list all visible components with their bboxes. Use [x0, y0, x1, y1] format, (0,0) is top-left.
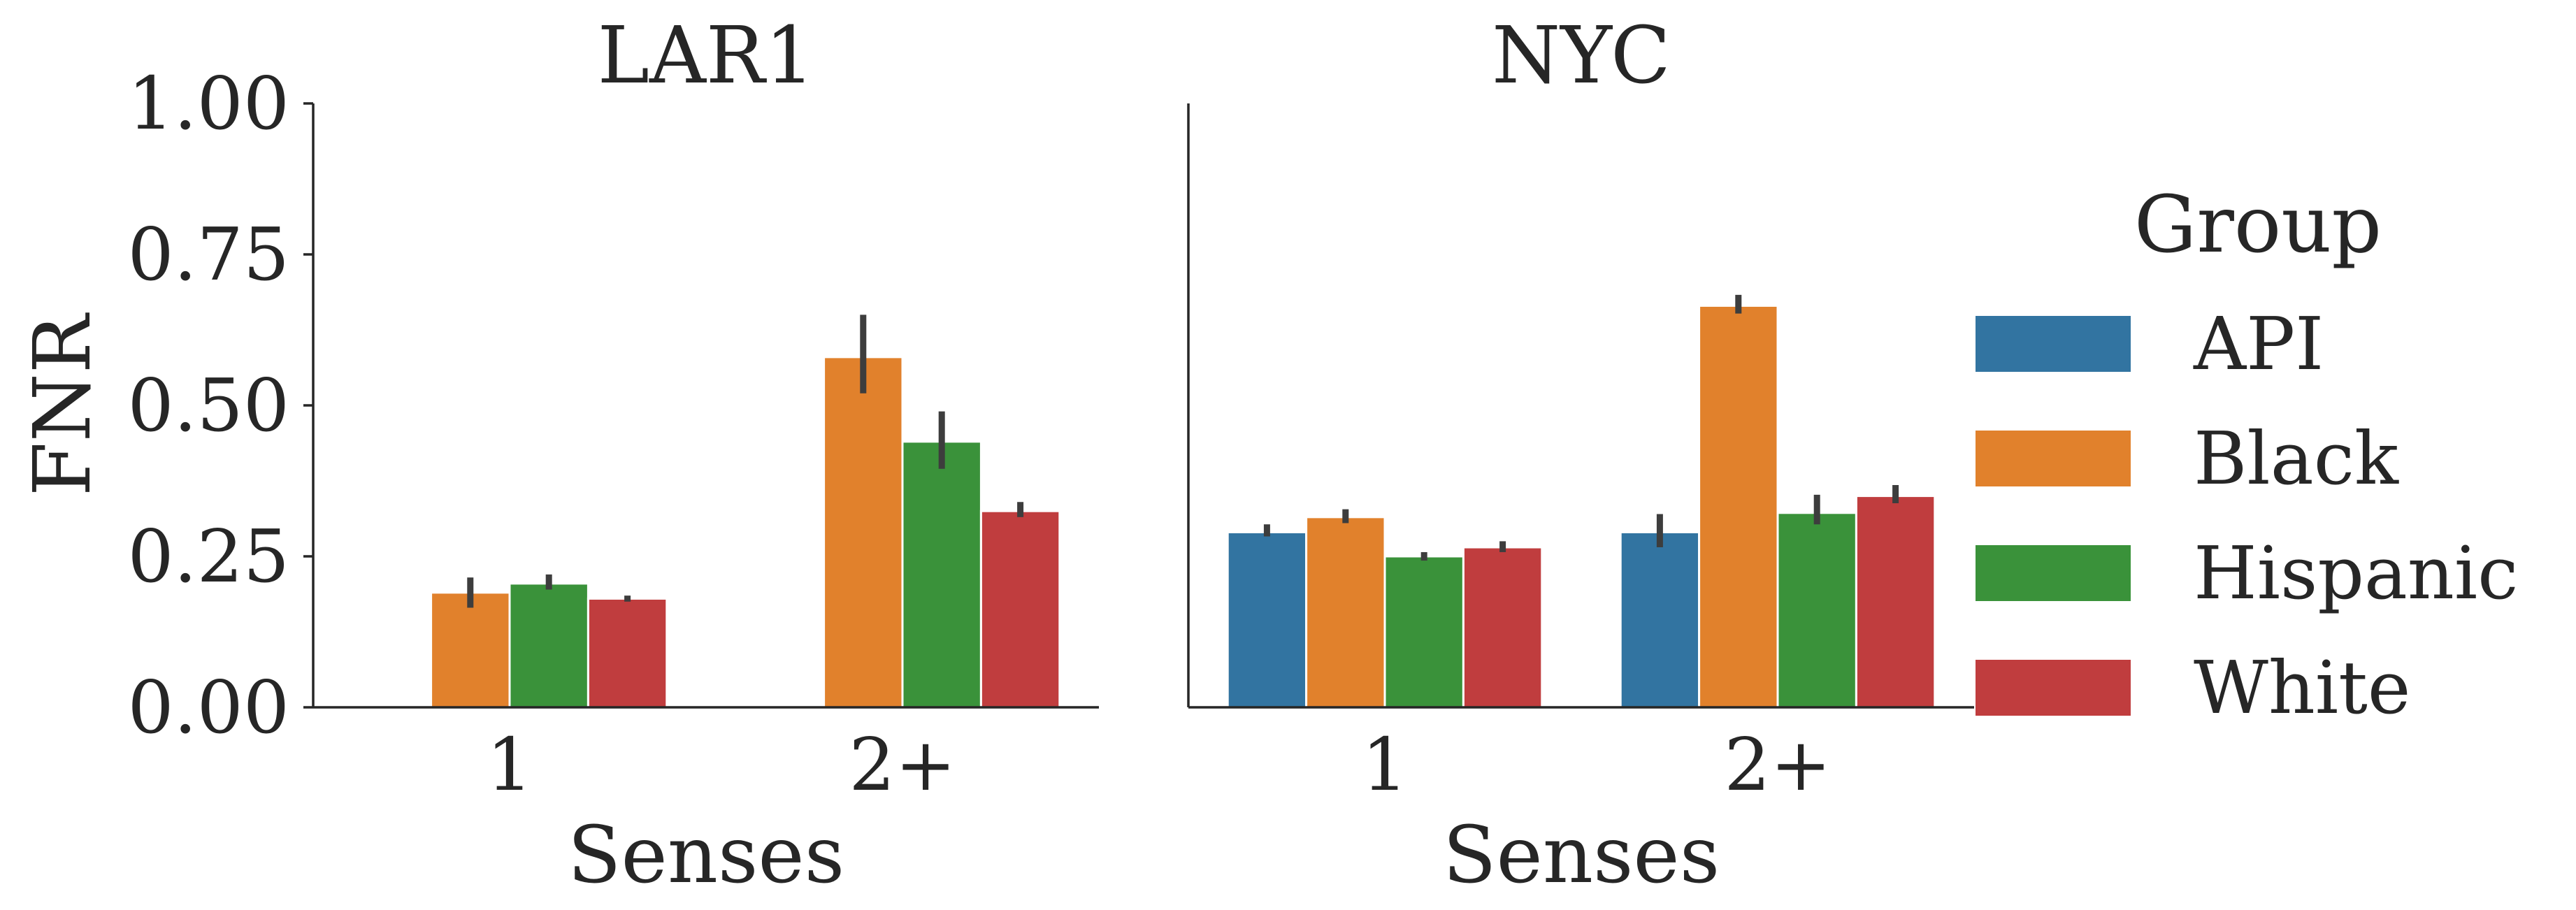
x-tick-label-lar1-1: 1: [487, 722, 533, 807]
y-tick-label-1-00: 1.00: [127, 61, 289, 146]
bar-lar1-white-2: [979, 510, 1061, 709]
legend-swatch-black: [1976, 431, 2131, 486]
y-tick-label-0-00: 0.00: [127, 665, 289, 750]
legend-title: Group: [2134, 180, 2382, 270]
bar-lar1-black-2: [823, 356, 904, 709]
panel-lar1: LAR1 1 2+Senses 0.00 0.25 0.50 0.75 1.00: [127, 10, 1099, 901]
panel-title-nyc: NYC: [1492, 10, 1671, 101]
bar-lar1-black-1: [430, 591, 511, 709]
bar-lar1-hispanic-2: [901, 440, 982, 709]
x-tick-label-nyc-1: 1: [1362, 722, 1408, 807]
y-tick-label-0-50: 0.50: [127, 363, 289, 448]
legend-swatch-hispanic: [1976, 545, 2131, 601]
legend-label-black: Black: [2194, 416, 2399, 501]
bar-lar1-white-1: [587, 597, 668, 709]
bar-nyc-white-2: [1855, 495, 1936, 709]
legend-label-hispanic: Hispanic: [2194, 530, 2518, 616]
bar-nyc-black-2: [1698, 304, 1779, 709]
bar-nyc-black-1: [1305, 516, 1386, 709]
bar-nyc-api-2: [1619, 530, 1701, 709]
x-axis-label-nyc: Senses: [1443, 810, 1720, 901]
y-axis-label: FNR: [17, 312, 108, 496]
panel-nyc: NYC 1 2+Senses: [1187, 10, 1974, 901]
legend-swatch-api: [1976, 316, 2131, 372]
bar-nyc-hispanic-1: [1383, 555, 1465, 709]
panel-title-lar1: LAR1: [598, 10, 815, 101]
x-tick-label-lar1-2: 2+: [849, 722, 956, 807]
legend-label-white: White: [2194, 645, 2410, 730]
legend: Group API Black Hispanic White: [1976, 180, 2518, 730]
y-tick-label-0-75: 0.75: [127, 212, 289, 297]
legend-label-api: API: [2193, 301, 2324, 387]
bar-lar1-hispanic-1: [508, 582, 589, 709]
x-tick-label-nyc-2: 2+: [1724, 722, 1831, 807]
legend-swatch-white: [1976, 660, 2131, 716]
bar-nyc-hispanic-2: [1776, 512, 1857, 709]
bar-nyc-white-1: [1462, 546, 1544, 709]
bar-nyc-api-1: [1226, 530, 1308, 709]
x-axis-label-lar1: Senses: [568, 810, 844, 901]
y-tick-label-0-25: 0.25: [127, 514, 289, 599]
